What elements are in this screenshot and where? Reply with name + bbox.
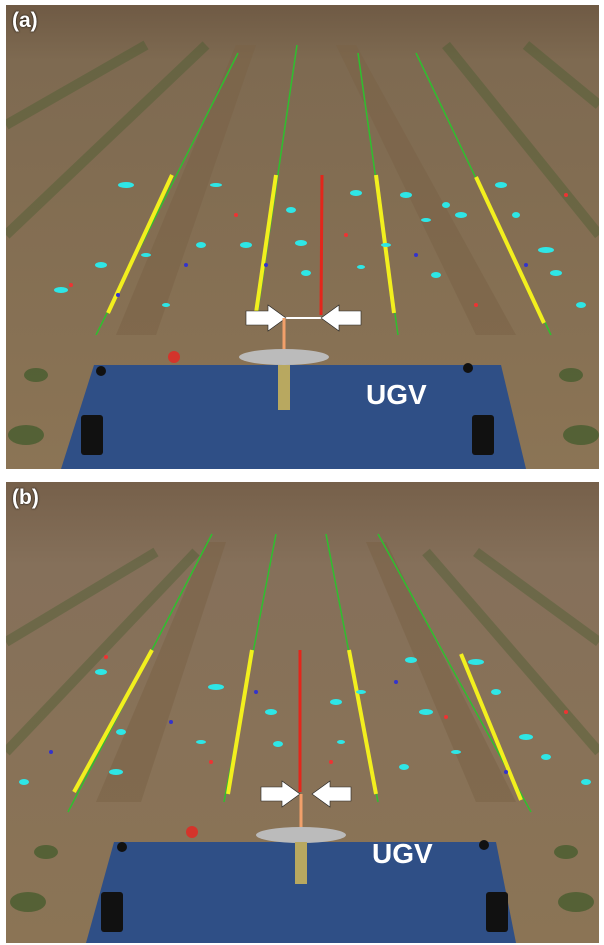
estimated-center-line [319, 174, 324, 316]
tire-track [116, 45, 256, 335]
tire-track [336, 45, 516, 335]
plant-rows [6, 40, 599, 239]
ugv-light [186, 826, 198, 838]
ugv-body [61, 365, 526, 469]
weed-blobs [19, 657, 591, 785]
arrow-left-icon [311, 780, 352, 808]
field-scene-a [6, 5, 599, 469]
plant-rows [6, 547, 599, 756]
ugv-mount [278, 365, 290, 410]
arrow-left-icon [320, 304, 362, 332]
ugv-sensor [256, 827, 346, 843]
ugv-bolt [472, 415, 494, 455]
feature-points [49, 655, 568, 774]
ugv-mount [295, 842, 307, 884]
ugv-bolt [479, 840, 489, 850]
foreground-crops [8, 368, 599, 445]
ugv-body [86, 842, 516, 943]
field-scene-b [6, 482, 599, 943]
panel-a: (a) UGV [6, 5, 599, 469]
ugv-bolt [101, 892, 123, 932]
arrow-right-icon [245, 304, 287, 332]
ugv-label: UGV [372, 838, 433, 869]
feature-points [69, 193, 568, 307]
detected-row-segments [72, 649, 523, 801]
ugv-label: UGV [366, 379, 427, 410]
ugv-bolt [463, 363, 473, 373]
ugv-light [168, 351, 180, 363]
tire-track [96, 542, 226, 802]
panel-b: (b) UGV [6, 482, 599, 943]
foreground-crops [10, 845, 594, 912]
ugv-bolt [96, 366, 106, 376]
weed-blobs [54, 182, 586, 308]
panel-label: (a) [12, 9, 38, 32]
tire-track [366, 542, 516, 802]
ugv-bolt [117, 842, 127, 852]
ugv-sensor [239, 349, 329, 365]
panel-label: (b) [12, 486, 39, 509]
ugv-bolt [81, 415, 103, 455]
ugv-bolt [486, 892, 508, 932]
arrow-right-icon [260, 780, 301, 808]
